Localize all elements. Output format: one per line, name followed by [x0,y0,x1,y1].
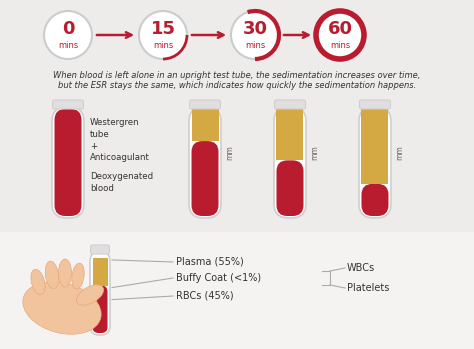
Text: RBCs (45%): RBCs (45%) [176,291,234,301]
Ellipse shape [58,259,72,287]
FancyBboxPatch shape [274,100,306,109]
FancyBboxPatch shape [274,107,306,218]
Ellipse shape [31,269,45,295]
FancyBboxPatch shape [53,100,83,109]
FancyBboxPatch shape [359,107,391,218]
FancyBboxPatch shape [276,160,303,216]
Text: mm: mm [310,146,319,161]
FancyBboxPatch shape [55,109,82,216]
FancyBboxPatch shape [359,100,391,109]
FancyBboxPatch shape [92,285,108,333]
Text: but the ESR stays the same, which indicates how quickly the sedimentation happen: but the ESR stays the same, which indica… [58,82,416,90]
FancyBboxPatch shape [90,252,110,335]
Text: 0: 0 [62,20,74,38]
Text: mins: mins [330,40,350,50]
Text: Westergren
tube
+
Anticoagulant: Westergren tube + Anticoagulant [90,118,150,162]
Ellipse shape [23,282,101,334]
FancyBboxPatch shape [362,184,389,216]
Ellipse shape [46,261,59,289]
Circle shape [44,11,92,59]
Text: 30: 30 [243,20,267,38]
Text: mm: mm [225,146,234,161]
FancyBboxPatch shape [91,245,109,254]
Text: 60: 60 [328,20,353,38]
FancyBboxPatch shape [190,100,220,109]
FancyBboxPatch shape [191,141,219,216]
Circle shape [231,11,279,59]
Text: mins: mins [245,40,265,50]
Text: mins: mins [153,40,173,50]
FancyBboxPatch shape [52,107,84,218]
Text: mm: mm [395,146,404,161]
Text: Deoxygenated
blood: Deoxygenated blood [90,172,153,193]
Bar [92,258,108,285]
Text: When blood is left alone in an upright test tube, the sedimentation increases ov: When blood is left alone in an upright t… [53,72,421,81]
Text: mins: mins [58,40,78,50]
Circle shape [139,11,187,59]
Text: 15: 15 [151,20,175,38]
Bar [276,109,303,160]
Text: Platelets: Platelets [347,283,389,293]
Ellipse shape [76,285,104,305]
Bar [191,109,219,141]
FancyBboxPatch shape [189,107,221,218]
Text: Plasma (55%): Plasma (55%) [176,257,244,267]
Text: WBCs: WBCs [347,263,375,273]
Ellipse shape [72,263,84,289]
Circle shape [316,11,364,59]
Bar [0,232,474,349]
Bar [362,109,389,184]
Text: Buffy Coat (<1%): Buffy Coat (<1%) [176,273,261,283]
